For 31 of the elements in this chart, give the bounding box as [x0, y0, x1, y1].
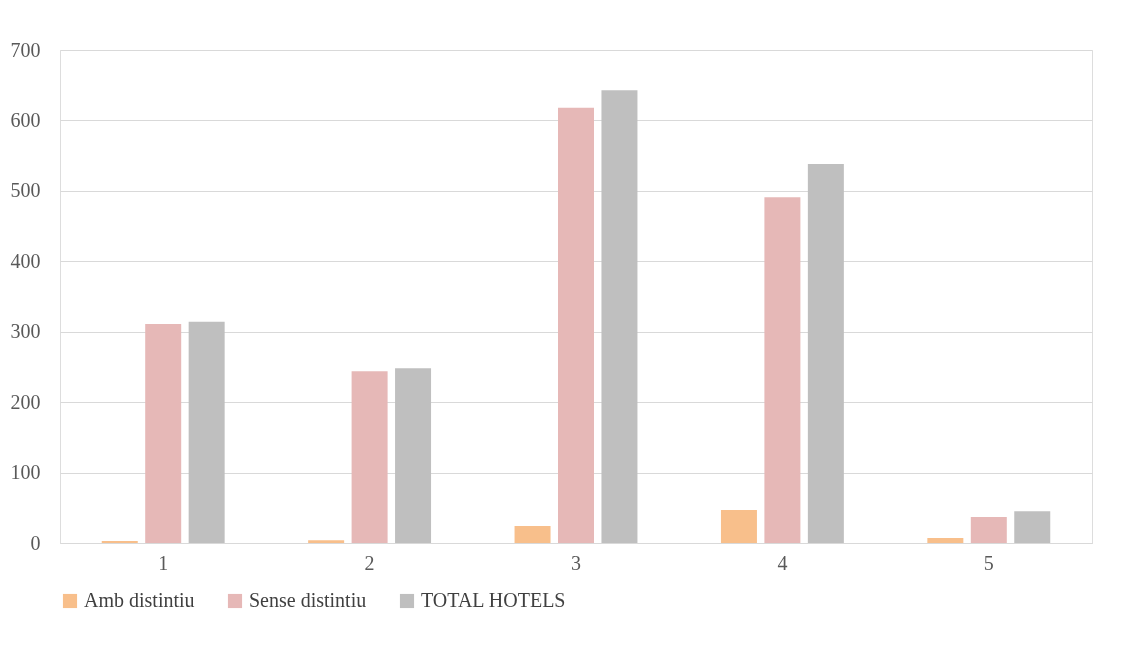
bar [558, 107, 594, 543]
y-tick-label: 0 [30, 531, 41, 554]
y-tick-label: 600 [10, 108, 41, 131]
bar [308, 540, 345, 543]
bar [188, 321, 225, 543]
legend-label: Amb distintiu [84, 589, 195, 611]
y-tick-label: 700 [10, 38, 41, 61]
y-tick-label: 100 [10, 461, 41, 484]
legend-label: Sense distintiu [249, 589, 367, 611]
x-tick-label: 2 [364, 551, 375, 574]
bar [764, 197, 801, 543]
x-tick-label: 3 [571, 551, 581, 574]
bar [1014, 511, 1051, 543]
bar [720, 509, 757, 543]
bar [601, 90, 638, 543]
bar [970, 516, 1007, 543]
bar [927, 538, 964, 543]
x-tick-label: 1 [158, 551, 169, 574]
y-tick-label: 500 [10, 179, 41, 202]
bar [514, 526, 551, 543]
bar [395, 368, 432, 543]
bar [101, 540, 138, 543]
y-tick-label: 200 [10, 390, 41, 413]
bar [807, 164, 844, 543]
x-tick-label: 5 [983, 551, 994, 574]
bar [351, 371, 388, 543]
y-tick-label: 400 [10, 249, 41, 272]
x-tick-label: 4 [777, 551, 788, 574]
legend-label: TOTAL HOTELS [421, 589, 566, 611]
bar [145, 323, 182, 543]
y-tick-label: 300 [10, 320, 41, 343]
